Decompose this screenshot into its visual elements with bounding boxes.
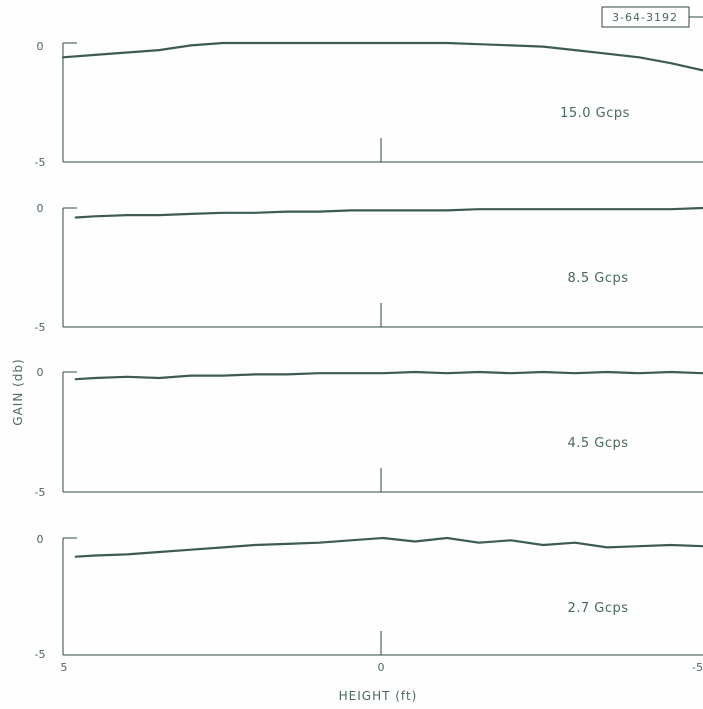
x-tick-label-right: -5 [692, 661, 703, 674]
y-axis-title: GAIN (db) [11, 358, 25, 425]
y-tick-label-top: 0 [37, 366, 44, 379]
y-tick-label-bottom: -5 [35, 321, 46, 334]
gain-curve [74, 370, 703, 381]
panel-8-5-gcps: 0 -5 8.5 Gcps [35, 202, 703, 334]
panel-4-5-gcps: 0 -5 4.5 Gcps [35, 366, 703, 499]
y-tick-label-top: 0 [37, 202, 44, 215]
frequency-label: 15.0 Gcps [560, 106, 630, 121]
frequency-label: 2.7 Gcps [567, 601, 628, 616]
x-tick-label-left: 5 [61, 661, 68, 674]
gain-curve [61, 41, 703, 72]
figure-id-box: 3-64-3192 [601, 6, 703, 28]
gain-curve [74, 206, 703, 219]
x-axis-title: HEIGHT (ft) [339, 689, 418, 703]
y-tick-label-top: 0 [37, 533, 44, 546]
panel-15-0-gcps: 0 -5 15.0 Gcps [35, 40, 703, 169]
y-tick-label-bottom: -5 [35, 648, 46, 661]
frequency-label: 4.5 Gcps [567, 436, 628, 451]
figure-id-label: 3-64-3192 [612, 11, 678, 24]
frequency-label: 8.5 Gcps [567, 271, 628, 286]
y-tick-label-bottom: -5 [35, 156, 46, 169]
gain-curve [74, 536, 703, 558]
x-tick-label-center: 0 [378, 661, 385, 674]
y-tick-label-top: 0 [37, 40, 44, 53]
panel-2-7-gcps: 0 -5 2.7 Gcps [35, 533, 703, 661]
y-tick-label-bottom: -5 [35, 486, 46, 499]
